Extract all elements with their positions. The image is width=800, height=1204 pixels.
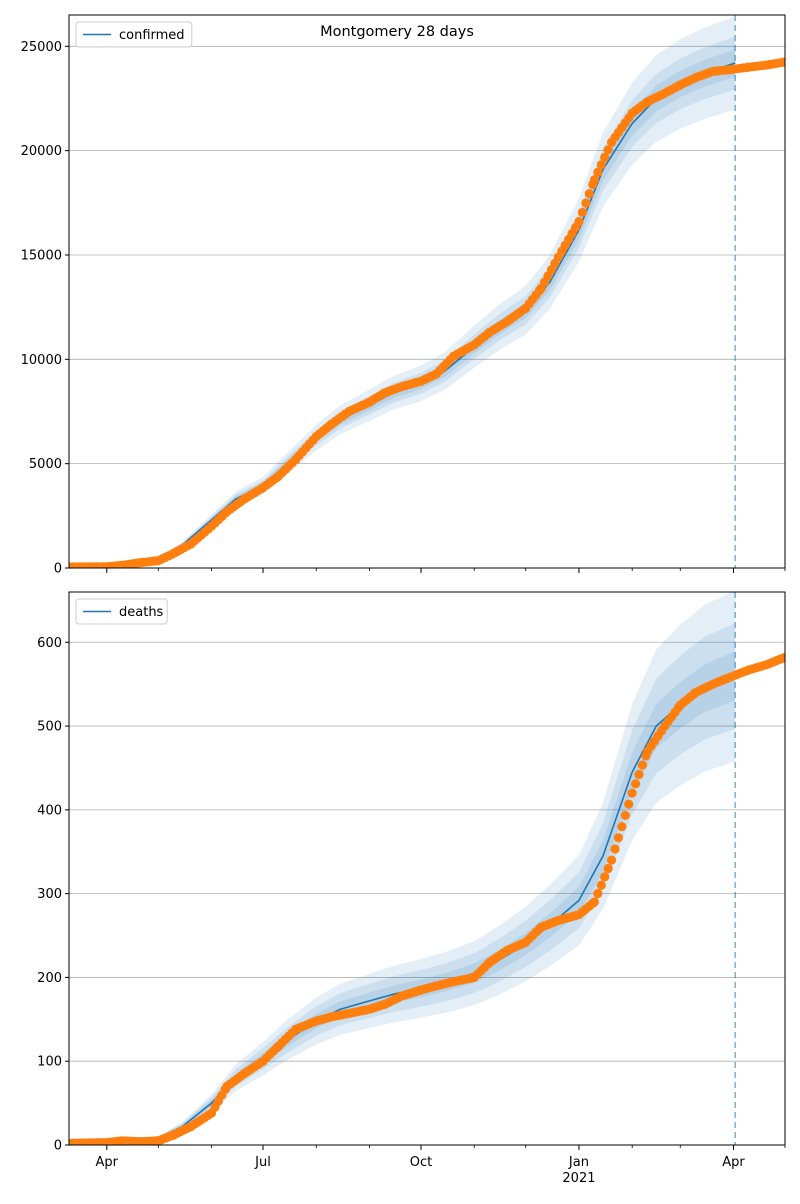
observed-point [581,198,591,208]
y-tick-label: 0 [54,1139,62,1154]
observed-point [603,145,613,155]
observed-point [600,872,610,882]
x-tick-label: Apr [722,1155,745,1170]
observed-point [589,897,600,907]
y-tick-label: 5000 [29,457,62,472]
observed-point [574,216,584,227]
observed-point [620,810,630,821]
confirmed-panel: 0 5000 10000 15000 20000 25000 confirmed [21,14,786,577]
y-tick-label: 400 [37,803,62,818]
legend: deaths [75,598,168,625]
observed-point [624,799,634,809]
observed-point [613,833,624,843]
y-tick-label: 10000 [21,353,62,368]
observed-point [589,175,600,185]
observed-point [593,889,603,899]
axes-frame [68,14,786,569]
legend-label: confirmed [119,28,185,43]
observed-point [634,769,644,780]
uncertainty-band-0 [69,16,736,568]
observed-point [631,779,641,789]
x-tick-label: Jan [568,1155,589,1170]
legend-box [75,21,193,48]
x-tick-label: Apr [96,1155,119,1170]
observed-point [593,167,603,177]
legend-box [75,598,168,625]
observed-point [627,788,637,798]
deaths-panel: 0 100 200 300 400 500 600 Apr Jul Oct Jan Apr 2021 de… [37,591,786,1186]
y-tick-label: 20000 [21,144,62,159]
x-tick-label: Jul [254,1155,271,1170]
legend: confirmed [75,21,193,48]
observed-point [596,160,606,170]
observed-point [603,863,613,874]
observed-point [584,189,594,199]
y-tick-label: 500 [37,720,62,735]
uncertainty-band-2 [69,49,736,568]
y-tick-label: 200 [37,971,62,986]
observed-point [610,844,620,854]
observed-point [780,652,785,662]
observed-point [617,822,627,832]
y-tick-label: 300 [37,887,62,902]
x-year-label: 2021 [562,1171,595,1186]
legend-label: deaths [119,605,164,620]
uncertainty-band-0 [69,592,736,1145]
chart-title: Montgomery 28 days [320,24,474,40]
observed-point [606,855,617,865]
observed-point [600,152,610,162]
observed-point [637,760,648,770]
y-tick-label: 25000 [21,40,62,55]
x-tick-label: Oct [410,1155,432,1170]
observed-point [596,880,606,890]
y-tick-label: 600 [37,636,62,651]
y-tick-label: 0 [54,562,62,577]
observed-point [780,57,785,67]
uncertainty-band-2 [69,651,736,1145]
axes-frame [68,591,786,1146]
y-tick-label: 15000 [21,248,62,263]
y-tick-label: 100 [37,1055,62,1070]
observed-point [577,207,587,217]
